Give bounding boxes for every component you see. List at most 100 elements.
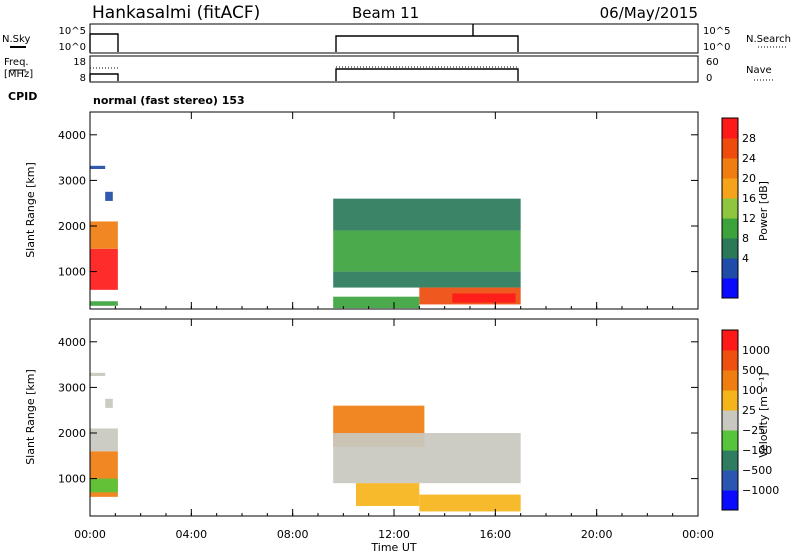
vel-cbar-tick-0: 1000 xyxy=(742,344,770,357)
power-cbar-swatch-0 xyxy=(722,278,738,299)
x-axis-ticks: 00:00 04:00 08:00 12:00 16:00 20:00 00:00 xyxy=(74,112,714,541)
power-ytick-label-2: 3000 xyxy=(58,174,86,187)
power-ytick-label-0: 1000 xyxy=(58,266,86,279)
power-cbar-tick-4: 12 xyxy=(742,212,756,225)
x-tick-label-1: 04:00 xyxy=(175,528,207,541)
vel-cbar-swatch-2 xyxy=(722,450,738,471)
power-cbar-swatch-1 xyxy=(722,258,738,279)
site-title: Hankasalmi (fitACF) xyxy=(92,3,260,23)
freq-unit-label: [MHz] xyxy=(4,69,33,80)
power-cbar-swatch-2 xyxy=(722,238,738,259)
power-block-4 xyxy=(105,191,113,201)
power-cbar-swatch-6 xyxy=(722,158,738,179)
power-colorbar-label: Power [dB] xyxy=(757,181,770,241)
x-tick-label-2: 08:00 xyxy=(277,528,309,541)
vel-block-3 xyxy=(90,372,106,377)
vel-cbar-tick-5: −100 xyxy=(742,444,772,457)
x-tick-label-0: 00:00 xyxy=(74,528,106,541)
nsearch-label: N.Search xyxy=(746,34,791,45)
nsky-label: N.Sky xyxy=(2,34,30,45)
x-tick-label-5: 20:00 xyxy=(581,528,613,541)
vel-ytick-label-0: 1000 xyxy=(58,473,86,486)
power-cbar-tick-2: 20 xyxy=(742,172,756,185)
nave-label: Nave xyxy=(746,65,772,76)
power-ytick-label-3: 4000 xyxy=(58,129,86,142)
cpid-text: normal (fast stereo) 153 xyxy=(93,94,245,107)
nave-trace xyxy=(90,66,518,69)
power-block-6 xyxy=(333,230,521,272)
freq-tick-top: 18 xyxy=(73,57,86,68)
vel-cbar-swatch-1 xyxy=(722,470,738,491)
vel-block-4 xyxy=(105,398,113,408)
beam-label: Beam 11 xyxy=(352,4,419,22)
nsky-tick-top: 10^5 xyxy=(59,26,86,37)
power-cbar-frame xyxy=(721,117,739,299)
power-cbar-tick-0: 28 xyxy=(742,132,756,145)
vel-cbar-tick-3: 25 xyxy=(742,404,756,417)
velocity-y-ticks: 1000 2000 3000 4000 xyxy=(58,336,698,486)
vel-cbar-swatch-3 xyxy=(722,430,738,451)
vel-cbar-tick-6: −500 xyxy=(742,464,772,477)
vel-ytick-label-2: 3000 xyxy=(58,381,86,394)
vel-ytick-label-3: 4000 xyxy=(58,336,86,349)
date-label: 06/May/2015 xyxy=(600,4,698,22)
velocity-colorbar-label: Velocity [m s⁻¹] xyxy=(757,372,770,457)
freq-label: Freq. xyxy=(4,57,29,68)
vel-block-2 xyxy=(90,478,118,493)
vel-block-6 xyxy=(333,433,521,484)
vel-cbar-tick-4: −25 xyxy=(742,424,765,437)
nsky-tick-bottom-right: 10^0 xyxy=(703,42,730,53)
power-block-9 xyxy=(452,293,516,303)
power-cbar-swatch-4 xyxy=(722,198,738,219)
x-axis-label: Time UT xyxy=(370,541,416,554)
x-tick-label-3: 12:00 xyxy=(378,528,410,541)
power-cbar-tick-5: 8 xyxy=(742,232,749,245)
freq-tick-bottom: 8 xyxy=(80,73,86,84)
nave-tick-bottom: 0 xyxy=(706,73,712,84)
vel-cbar-swatch-0 xyxy=(722,490,738,511)
nsky-panel: N.Sky 10^5 10^0 10^5 10^0 N.Search xyxy=(2,23,791,54)
power-block-10 xyxy=(333,296,420,309)
vel-block-7 xyxy=(419,494,521,512)
freq-panel: Freq. [MHz] 18 8 60 0 Nave xyxy=(4,55,774,84)
freq-trace xyxy=(89,68,519,81)
velocity-panel: 1000 2000 3000 4000 Slant Range [km] xyxy=(24,318,699,517)
power-cbar-tick-3: 16 xyxy=(742,192,756,205)
power-cbar-tick-1: 24 xyxy=(742,152,756,165)
nsky-tick-bottom: 10^0 xyxy=(59,42,86,53)
nsky-frame xyxy=(89,23,699,54)
nsky-tick-top-right: 10^5 xyxy=(703,26,730,37)
vel-cbar-tick-1: 500 xyxy=(742,364,763,377)
vel-cbar-tick-7: −1000 xyxy=(742,484,779,497)
nsky-trace xyxy=(89,33,519,52)
power-block-5 xyxy=(333,198,521,231)
vel-cbar-swatch-6 xyxy=(722,370,738,391)
x-tick-label-4: 16:00 xyxy=(479,528,511,541)
power-block-0 xyxy=(90,248,118,290)
power-cbar-swatch-5 xyxy=(722,178,738,199)
x-tick-label-6: 00:00 xyxy=(682,528,714,541)
power-cbar-swatch-3 xyxy=(722,218,738,239)
vel-cbar-frame xyxy=(721,329,739,511)
vel-block-1 xyxy=(90,428,118,452)
vel-block-8 xyxy=(356,483,420,506)
power-block-2 xyxy=(90,301,118,306)
nave-tick-top: 60 xyxy=(706,57,719,68)
power-ylabel: Slant Range [km] xyxy=(24,162,37,258)
vel-cbar-swatch-5 xyxy=(722,390,738,411)
freq-frame xyxy=(89,55,699,83)
power-colorbar: 28 24 20 16 12 8 4 xyxy=(721,117,756,299)
cpid-label: CPID xyxy=(8,90,37,103)
vel-cbar-swatch-4 xyxy=(722,410,738,431)
power-block-3 xyxy=(90,165,106,170)
vel-cbar-tick-2: 100 xyxy=(742,384,763,397)
velocity-ylabel: Slant Range [km] xyxy=(24,369,37,465)
velocity-marks xyxy=(90,372,521,512)
power-cbar-tick-6: 4 xyxy=(742,252,749,265)
power-ytick-label-1: 2000 xyxy=(58,220,86,233)
power-block-7 xyxy=(333,271,521,288)
vel-cbar-swatch-7 xyxy=(722,350,738,371)
vel-ytick-label-1: 2000 xyxy=(58,427,86,440)
power-cbar-swatch-7 xyxy=(722,138,738,159)
